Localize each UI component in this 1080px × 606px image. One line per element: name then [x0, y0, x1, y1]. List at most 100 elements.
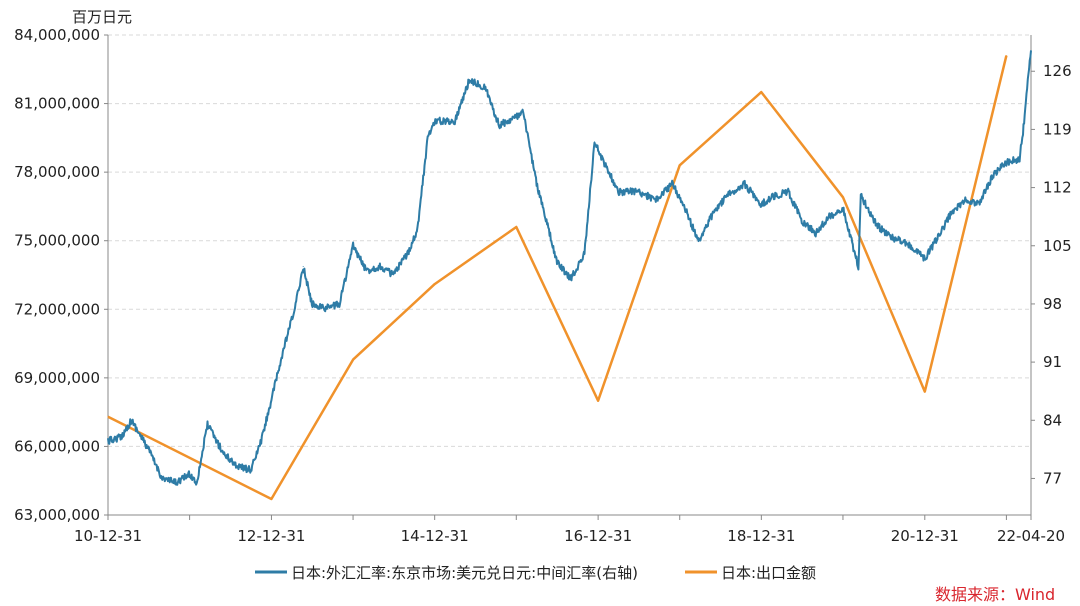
point-usd-jpy-rate	[978, 203, 980, 205]
point-usd-jpy-rate	[120, 436, 122, 438]
right-tick-label: 84	[1043, 411, 1062, 429]
point-usd-jpy-rate	[469, 79, 471, 81]
point-usd-jpy-rate	[964, 199, 966, 201]
point-usd-jpy-rate	[726, 195, 728, 197]
point-export-amount	[107, 416, 109, 418]
point-usd-jpy-rate	[338, 303, 340, 305]
point-usd-jpy-rate	[617, 191, 619, 193]
right-tick-label: 77	[1043, 469, 1062, 487]
x-tick-label: 22-04-20	[997, 527, 1065, 545]
point-usd-jpy-rate	[270, 399, 272, 400]
point-usd-jpy-rate	[594, 141, 596, 143]
point-usd-jpy-rate	[393, 274, 395, 276]
point-usd-jpy-rate	[161, 477, 163, 479]
point-usd-jpy-rate	[515, 116, 517, 118]
point-usd-jpy-rate	[484, 87, 486, 89]
point-export-amount	[1005, 55, 1007, 57]
x-tick-label: 16-12-31	[564, 527, 632, 545]
point-usd-jpy-rate	[379, 266, 381, 268]
point-usd-jpy-rate	[1030, 49, 1032, 51]
point-usd-jpy-rate	[828, 216, 830, 218]
x-axis-ticks: 10-12-31 12-12-31 14-12-31 16-12-31 18-12-31…	[74, 515, 1065, 545]
point-usd-jpy-rate	[890, 236, 892, 238]
point-usd-jpy-rate	[147, 448, 149, 450]
point-usd-jpy-rate	[311, 303, 313, 305]
point-export-amount	[679, 164, 681, 166]
point-usd-jpy-rate	[1005, 162, 1007, 164]
left-tick-label: 66,000,000	[14, 437, 100, 455]
point-usd-jpy-rate	[655, 199, 657, 201]
point-usd-jpy-rate	[1019, 158, 1021, 159]
point-usd-jpy-rate	[698, 241, 700, 243]
point-usd-jpy-rate	[107, 440, 109, 442]
point-usd-jpy-rate	[992, 174, 994, 176]
left-tick-label: 84,000,000	[14, 26, 100, 44]
point-export-amount	[434, 283, 436, 285]
point-usd-jpy-rate	[787, 191, 789, 193]
left-tick-label: 81,000,000	[14, 95, 100, 113]
point-usd-jpy-rate	[857, 266, 859, 268]
series-line-export-amount	[107, 55, 1008, 501]
x-tick-label: 14-12-31	[401, 527, 469, 545]
right-tick-label: 112	[1043, 179, 1072, 197]
point-usd-jpy-rate	[570, 278, 572, 280]
point-usd-jpy-rate	[876, 224, 878, 226]
point-usd-jpy-rate	[250, 469, 252, 471]
point-usd-jpy-rate	[294, 307, 296, 309]
left-tick-label: 75,000,000	[14, 232, 100, 250]
left-tick-label: 63,000,000	[14, 506, 100, 524]
point-usd-jpy-rate	[130, 419, 132, 421]
point-usd-jpy-rate	[196, 482, 198, 484]
point-export-amount	[270, 498, 272, 500]
point-usd-jpy-rate	[189, 473, 191, 475]
right-tick-label: 119	[1043, 120, 1072, 138]
point-usd-jpy-rate	[427, 137, 429, 139]
point-usd-jpy-rate	[498, 124, 500, 126]
point-usd-jpy-rate	[712, 212, 714, 214]
series-line-usd-jpy-rate	[107, 50, 1032, 486]
point-usd-jpy-rate	[743, 182, 745, 184]
point-usd-jpy-rate	[416, 228, 418, 230]
left-tick-label: 78,000,000	[14, 163, 100, 181]
right-tick-label: 126	[1043, 62, 1072, 80]
x-tick-label: 18-12-31	[727, 527, 795, 545]
point-export-amount	[352, 359, 354, 361]
point-usd-jpy-rate	[406, 253, 408, 255]
x-tick-label: 20-12-31	[891, 527, 959, 545]
right-tick-label: 105	[1043, 237, 1072, 255]
point-usd-jpy-rate	[556, 261, 558, 263]
series-layer	[107, 49, 1032, 501]
point-usd-jpy-rate	[260, 440, 262, 442]
axes	[107, 35, 1032, 516]
point-usd-jpy-rate	[638, 191, 640, 193]
point-usd-jpy-rate	[1025, 99, 1027, 101]
point-usd-jpy-rate	[223, 453, 225, 455]
point-usd-jpy-rate	[236, 465, 238, 467]
point-usd-jpy-rate	[937, 236, 939, 238]
point-usd-jpy-rate	[206, 423, 208, 425]
point-usd-jpy-rate	[860, 195, 862, 197]
right-tick-label: 91	[1043, 353, 1062, 371]
left-axis-ticks: 63,000,000 66,000,000 69,000,000 72,000,000…	[14, 26, 108, 524]
point-usd-jpy-rate	[302, 266, 304, 268]
legend-label-export: 日本:出口金额	[721, 564, 816, 582]
point-usd-jpy-rate	[903, 241, 905, 243]
point-usd-jpy-rate	[454, 120, 456, 122]
point-usd-jpy-rate	[583, 253, 585, 255]
point-usd-jpy-rate	[686, 212, 688, 214]
point-usd-jpy-rate	[434, 120, 436, 122]
point-usd-jpy-rate	[924, 257, 926, 259]
legend: 日本:外汇汇率:东京市场:美元兑日元:中间汇率(右轴) 日本:出口金额	[255, 564, 816, 582]
data-source-label: 数据来源：Wind	[935, 585, 1055, 604]
point-usd-jpy-rate	[536, 182, 538, 184]
point-usd-jpy-rate	[522, 112, 524, 114]
point-usd-jpy-rate	[760, 203, 762, 205]
point-usd-jpy-rate	[951, 212, 953, 214]
point-usd-jpy-rate	[815, 232, 817, 234]
left-tick-label: 72,000,000	[14, 300, 100, 318]
left-axis-unit-label: 百万日元	[72, 8, 132, 26]
point-export-amount	[924, 391, 926, 393]
point-usd-jpy-rate	[774, 195, 776, 197]
point-usd-jpy-rate	[801, 220, 803, 222]
point-usd-jpy-rate	[175, 482, 177, 484]
